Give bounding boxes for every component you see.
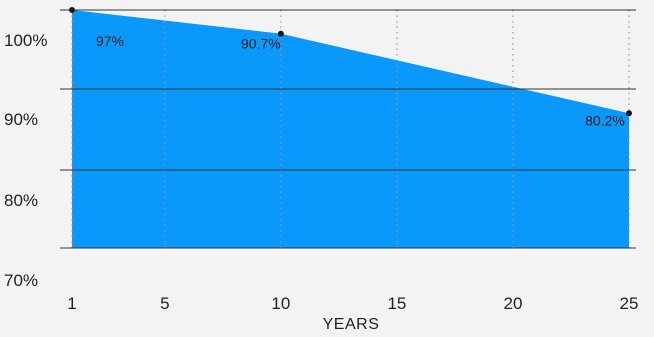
x-tick-label-10: 10 [271,294,290,313]
area-layer [72,10,629,248]
data-point-0 [69,7,75,13]
marker-layer [69,7,632,117]
y-tick-label-90: 90% [4,110,38,129]
x-tick-label-1: 1 [67,294,76,313]
data-label-2: 80.2% [585,112,625,128]
x-tick-label-5: 5 [160,294,169,313]
y-tick-label-70: 70% [4,271,38,290]
area-fill [72,10,629,248]
y-tick-label-80: 80% [4,191,38,210]
x-axis-title: YEARS [323,316,380,332]
y-axis-labels: 70% 80% 90% 100% [4,31,47,290]
horizontal-grid [60,9,636,249]
data-labels: 97% 90.7% 80.2% [96,33,625,128]
x-axis-labels: 1 5 10 15 20 25 [67,294,638,313]
x-tick-label-15: 15 [387,294,406,313]
y-tick-label-100: 100% [4,31,47,50]
data-point-2 [626,110,632,117]
vertical-grid [71,10,630,248]
x-tick-label-25: 25 [620,294,639,313]
x-tick-label-20: 20 [503,294,522,313]
data-label-0: 97% [96,33,124,49]
data-label-1: 90.7% [241,36,281,52]
data-point-1 [277,30,284,37]
